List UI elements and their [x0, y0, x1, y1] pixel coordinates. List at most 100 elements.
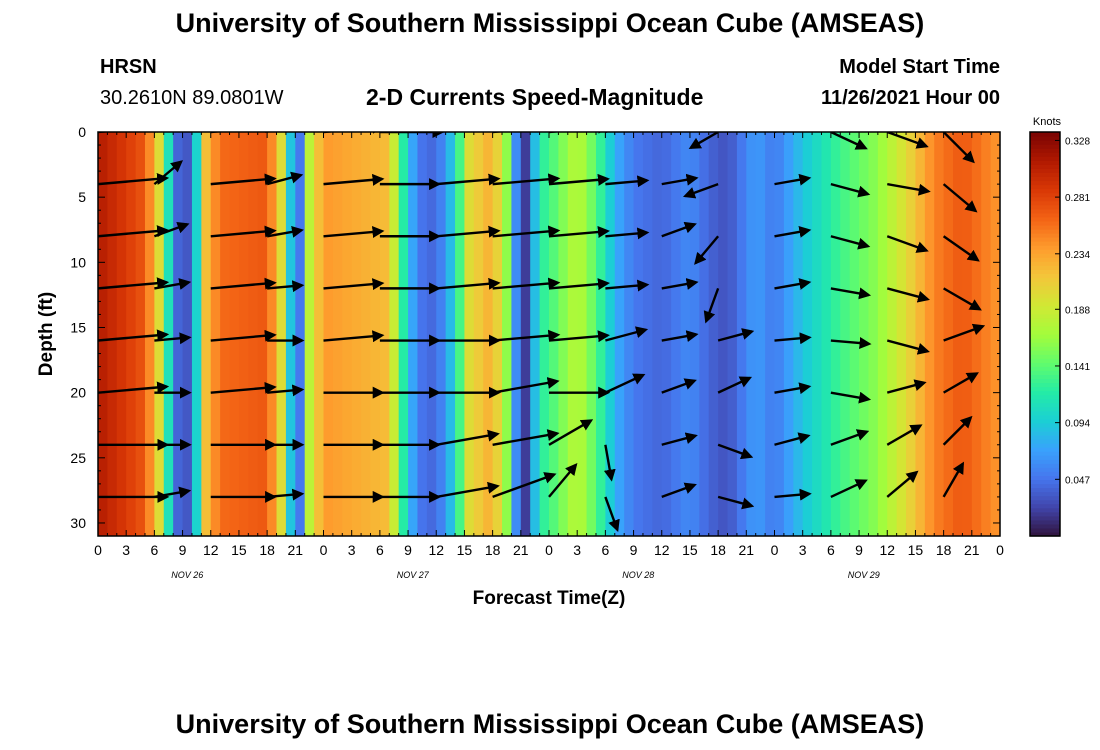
colorbar-segment — [1030, 499, 1060, 505]
colorbar-segment — [1030, 144, 1060, 149]
x-tick-label: 0 — [94, 542, 102, 558]
current-vector-arrow — [661, 378, 697, 394]
current-vector-arrow — [492, 429, 560, 446]
heatmap-cell — [530, 132, 541, 536]
current-vector-arrow — [436, 225, 501, 238]
colorbar-segment — [1030, 313, 1060, 319]
date-label: NOV 29 — [848, 570, 880, 580]
current-vector-arrow — [210, 277, 277, 290]
page-title: University of Southern Mississippi Ocean… — [175, 8, 925, 38]
heatmap-cell — [887, 132, 898, 536]
colorbar-segment — [1030, 515, 1060, 521]
x-tick-label: 18 — [936, 542, 952, 558]
colorbar-segment — [1030, 386, 1060, 392]
heatmap-cell — [802, 132, 813, 536]
heatmap-cell — [614, 132, 625, 536]
current-vector-arrow — [154, 486, 192, 499]
colorbar-segment — [1030, 164, 1060, 169]
current-vector-arrow — [604, 496, 620, 533]
x-tick-label: 3 — [348, 542, 356, 558]
x-tick-label: 21 — [513, 542, 529, 558]
colorbar-segment — [1030, 317, 1060, 323]
colorbar-segment — [1030, 406, 1060, 412]
heatmap-cell — [595, 132, 606, 536]
colorbar-segment — [1030, 297, 1060, 303]
current-vector-arrow — [98, 329, 170, 342]
current-vector-arrow — [605, 132, 609, 134]
current-vector-arrow — [436, 132, 504, 134]
current-vectors — [98, 132, 1000, 533]
heatmap-cell — [821, 132, 832, 536]
current-vector-arrow — [717, 443, 754, 460]
colorbar-segment — [1030, 204, 1060, 210]
heatmap-cell — [342, 132, 353, 536]
model-start-value: 11/26/2021 Hour 00 — [820, 87, 1000, 109]
heatmap-cell — [332, 132, 343, 536]
current-vector-arrow — [548, 173, 610, 186]
colorbar-segment — [1030, 132, 1060, 137]
colorbar-segment — [1030, 435, 1060, 440]
x-tick-label: 3 — [122, 542, 130, 558]
current-vector-arrow — [942, 183, 978, 213]
heatmap-cell — [116, 132, 127, 536]
current-vector-arrow — [323, 132, 385, 134]
current-vector-arrow — [323, 173, 385, 186]
colorbar-segment — [1030, 443, 1060, 448]
x-tick-label: 18 — [485, 542, 501, 558]
current-vector-arrow — [774, 225, 812, 238]
heatmap-cell — [361, 132, 372, 536]
current-vector-arrow — [830, 132, 868, 150]
heatmap-cell — [830, 132, 841, 536]
current-vector-arrow — [323, 330, 385, 343]
current-vector-arrow — [830, 182, 871, 198]
heatmap-cell — [173, 132, 184, 536]
colorbar-segment — [1030, 200, 1060, 206]
colorbar-segment — [1030, 366, 1060, 371]
current-vector-arrow — [492, 173, 561, 186]
heatmap-cell — [98, 132, 108, 536]
current-vector-arrow — [886, 470, 919, 498]
colorbar-tick-label: 0.188 — [1065, 305, 1090, 316]
colorbar-segment — [1030, 168, 1060, 173]
colorbar-segment — [1030, 398, 1060, 404]
heatmap-cell — [868, 132, 879, 536]
current-vector-arrow — [943, 372, 979, 394]
colorbar-segment — [1030, 301, 1060, 307]
x-tick-label: 0 — [320, 542, 328, 558]
heatmap-cell — [605, 132, 616, 536]
y-tick-label: 5 — [78, 189, 86, 205]
date-label: NOV 26 — [171, 570, 203, 580]
heatmap-cell — [370, 132, 381, 536]
current-vector-arrow — [210, 381, 277, 394]
colorbar-segment — [1030, 188, 1060, 194]
colorbar-segment — [1030, 463, 1060, 468]
heatmap-cell — [436, 132, 447, 536]
current-vector-arrow — [661, 221, 697, 238]
current-vector-arrow — [661, 432, 698, 446]
colorbar-segment — [1030, 503, 1060, 509]
colorbar-segment — [1030, 285, 1060, 291]
colorbar-segment — [1030, 394, 1060, 400]
colorbar-segment — [1030, 273, 1060, 279]
colorbar-segment — [1030, 451, 1060, 456]
heatmap-cell — [107, 132, 118, 536]
current-vector-arrow — [717, 376, 753, 394]
current-vector-arrow — [267, 384, 305, 397]
colorbar-frame — [1029, 131, 1061, 537]
current-vector-arrow — [942, 415, 973, 446]
current-vector-arrow — [492, 277, 561, 290]
x-tick-label: 9 — [179, 542, 187, 558]
x-tick-label: 9 — [630, 542, 638, 558]
current-vector-arrow — [688, 132, 719, 150]
x-tick-label: 15 — [457, 542, 473, 558]
heatmap-cell — [934, 132, 945, 536]
current-vector-arrow — [942, 132, 975, 164]
x-axis-label: Forecast Time(Z) — [473, 588, 626, 609]
colorbar-segment — [1030, 329, 1060, 335]
colorbar-segment — [1030, 495, 1060, 501]
current-vector-arrow — [661, 482, 697, 499]
colorbar-segment — [1030, 439, 1060, 444]
x-tick-label: 18 — [259, 542, 275, 558]
current-vector-arrow — [323, 278, 385, 291]
heatmap-cell — [445, 132, 456, 536]
